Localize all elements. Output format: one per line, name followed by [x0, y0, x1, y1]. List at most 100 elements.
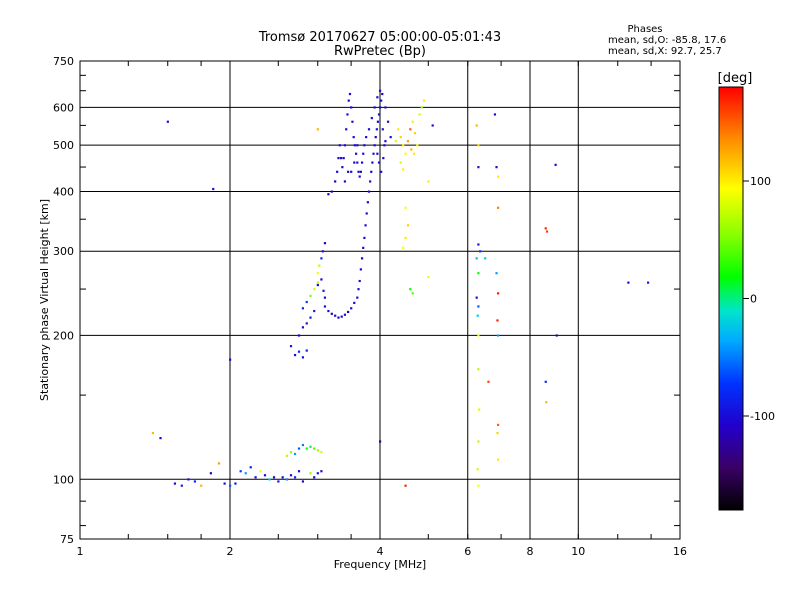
- y-tick-label: 200: [53, 329, 74, 342]
- data-point: [402, 144, 405, 147]
- data-point: [386, 120, 390, 123]
- axis-ticks: [80, 61, 680, 539]
- data-point: [376, 96, 379, 99]
- data-point: [406, 140, 410, 143]
- data-point: [209, 472, 212, 475]
- data-point: [367, 190, 371, 193]
- data-point: [289, 451, 293, 454]
- x-tick-label: 16: [673, 545, 687, 558]
- data-point: [301, 356, 305, 359]
- data-point: [358, 279, 361, 283]
- data-point: [477, 166, 480, 169]
- data-point: [646, 281, 650, 284]
- data-point: [496, 175, 500, 178]
- data-point: [313, 309, 316, 313]
- data-point: [404, 206, 407, 209]
- data-point: [305, 322, 308, 325]
- data-point: [309, 445, 312, 448]
- data-point: [376, 152, 379, 155]
- data-point: [229, 484, 232, 487]
- data-point: [475, 296, 478, 299]
- data-point: [351, 120, 354, 123]
- x-tick-label: 8: [527, 545, 534, 558]
- data-point: [254, 476, 257, 479]
- data-point: [339, 157, 343, 160]
- data-point: [554, 163, 557, 166]
- data-point: [416, 144, 419, 147]
- data-point: [369, 180, 372, 183]
- data-point: [379, 89, 382, 92]
- colorbar-gradient: [718, 86, 744, 511]
- y-tick-label: 400: [53, 185, 74, 198]
- data-point: [370, 116, 373, 120]
- data-point: [309, 472, 312, 475]
- data-point: [406, 224, 410, 227]
- data-point: [341, 166, 344, 169]
- data-point: [555, 334, 558, 337]
- data-point: [371, 161, 374, 164]
- data-point: [309, 316, 312, 319]
- x-tick-label: 4: [377, 545, 384, 558]
- data-point: [376, 120, 380, 123]
- data-point: [301, 307, 305, 310]
- data-point: [229, 358, 232, 361]
- data-point: [348, 92, 352, 96]
- data-point: [346, 170, 350, 173]
- y-tick-label: 75: [60, 533, 74, 546]
- data-point: [320, 278, 323, 281]
- data-point: [356, 161, 359, 164]
- data-point: [323, 305, 327, 308]
- data-point: [397, 128, 400, 131]
- data-point: [320, 451, 323, 454]
- phases-o-stats: mean, sd,O: -85.8, 17.6: [608, 35, 726, 46]
- data-point: [323, 296, 327, 299]
- data-point: [305, 300, 308, 304]
- data-point: [359, 170, 362, 173]
- colorbar-tick-label: -100: [750, 410, 775, 423]
- data-point: [381, 92, 384, 96]
- data-point: [293, 476, 297, 479]
- data-point: [316, 472, 319, 475]
- data-point: [493, 113, 497, 116]
- data-point: [212, 187, 215, 191]
- data-point: [487, 380, 490, 383]
- data-point: [381, 128, 384, 131]
- data-point: [409, 128, 412, 131]
- data-point: [244, 472, 247, 475]
- data-point: [431, 124, 434, 127]
- data-point: [285, 454, 288, 457]
- data-point: [495, 272, 498, 275]
- data-point: [334, 180, 337, 183]
- data-point: [496, 319, 499, 322]
- data-point: [413, 132, 417, 135]
- data-point: [360, 257, 364, 260]
- data-point: [404, 484, 407, 487]
- data-point: [477, 272, 480, 275]
- data-point: [281, 476, 284, 479]
- data-point: [353, 301, 356, 304]
- data-point: [374, 136, 377, 139]
- data-point: [313, 288, 316, 291]
- data-point: [350, 106, 353, 109]
- data-point: [496, 431, 499, 435]
- data-point: [239, 470, 242, 473]
- data-point: [356, 296, 359, 299]
- data-point: [477, 144, 480, 147]
- data-point: [337, 316, 340, 319]
- data-point: [399, 161, 402, 164]
- y-tick-label: 300: [53, 245, 74, 258]
- data-point: [545, 230, 549, 233]
- data-point: [495, 166, 498, 169]
- data-point: [356, 144, 359, 147]
- y-tick-labels: 75 100 200 300 400 500 600 750: [53, 55, 74, 546]
- data-point: [327, 309, 330, 313]
- data-point: [350, 307, 353, 310]
- data-point: [289, 345, 293, 348]
- data-point: [409, 288, 412, 291]
- data-point: [367, 128, 371, 131]
- data-point: [384, 106, 387, 109]
- data-point: [327, 193, 330, 196]
- data-point: [363, 144, 366, 147]
- grid-lines: [80, 61, 680, 539]
- data-point: [477, 484, 480, 487]
